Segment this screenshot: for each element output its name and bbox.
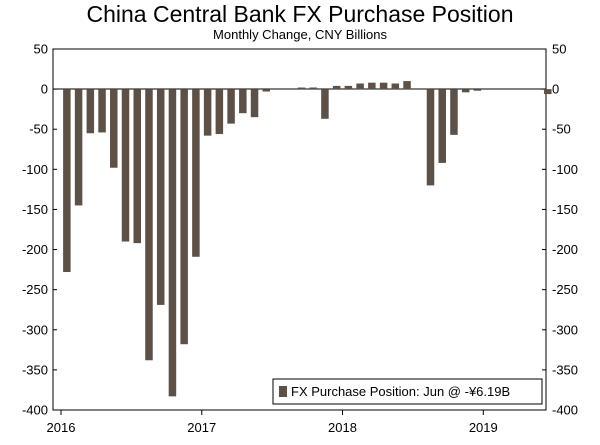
y-tick-label-right: -350: [552, 362, 578, 377]
y-tick-label-right: -150: [552, 202, 578, 217]
y-tick-label-right: -400: [552, 403, 578, 418]
legend-swatch: [279, 386, 287, 397]
y-tick-label-right: -200: [552, 242, 578, 257]
y-tick-label-left: 0: [41, 82, 48, 97]
bar: [461, 89, 470, 93]
bar: [321, 89, 329, 119]
y-tick-label-left: -250: [22, 282, 48, 297]
bar: [74, 89, 83, 206]
bar: [297, 87, 306, 90]
y-tick-label-left: -300: [22, 322, 48, 337]
bar: [215, 89, 224, 135]
y-axis-right: 50 0 -50 -100 -150 -200 -250 -300 -350 -400: [542, 42, 578, 418]
bar: [332, 85, 341, 90]
chart-subtitle: Monthly Change, CNY Billions: [213, 27, 387, 42]
x-tick-label: 2019: [469, 420, 498, 435]
y-tick-label-right: -100: [552, 162, 578, 177]
x-tick-label: 2016: [47, 420, 76, 435]
bar: [391, 83, 400, 90]
legend-box: [272, 378, 543, 405]
bar: [309, 87, 317, 90]
bar: [227, 89, 235, 124]
bars-group: [63, 81, 552, 397]
y-axis-left: 50 0 -50 -100 -150 -200 -250 -300 -350 -400: [22, 42, 57, 418]
x-tick-label: 2018: [328, 420, 357, 435]
x-tick-label: 2017: [187, 420, 216, 435]
bar: [192, 89, 200, 257]
bar: [110, 89, 118, 168]
bar: [180, 89, 188, 345]
bar: [86, 89, 95, 134]
y-tick-label-right: -50: [552, 122, 571, 137]
bar: [239, 89, 247, 114]
bar: [156, 89, 165, 305]
bar: [426, 89, 435, 186]
y-tick-label-left: -200: [22, 242, 48, 257]
bar: [544, 89, 552, 95]
bar: [473, 89, 482, 91]
y-tick-label-right: -300: [552, 322, 578, 337]
y-tick-label-left: -350: [22, 362, 48, 377]
y-tick-label-right: 50: [552, 42, 566, 57]
y-tick-label-right: -250: [552, 282, 578, 297]
bar: [356, 83, 364, 90]
y-tick-label-left: -50: [29, 122, 48, 137]
bar: [438, 89, 446, 163]
bar: [250, 89, 259, 118]
bar: [203, 89, 212, 136]
bar: [379, 82, 388, 90]
bar: [63, 89, 71, 273]
bar: [121, 89, 130, 242]
y-tick-label-left: 50: [34, 42, 48, 57]
y-tick-label-left: -400: [22, 403, 48, 418]
chart-title: China Central Bank FX Purchase Position: [87, 1, 514, 27]
bar: [168, 89, 177, 397]
bar: [368, 82, 376, 90]
bar: [145, 89, 153, 361]
legend: FX Purchase Position: Jun @ -¥6.19B: [272, 378, 543, 405]
bar: [344, 85, 353, 90]
bar: [98, 89, 106, 133]
y-tick-label-right: 0: [552, 82, 559, 97]
bar: [403, 81, 411, 90]
bar: [133, 89, 141, 244]
x-axis: 2016 2017 2018 2019: [47, 410, 498, 435]
y-tick-label-left: -150: [22, 202, 48, 217]
y-tick-label-left: -100: [22, 162, 48, 177]
plot-frame: [52, 48, 547, 411]
bar: [450, 89, 458, 135]
bar: [262, 89, 271, 92]
legend-label: FX Purchase Position: Jun @ -¥6.19B: [291, 384, 510, 399]
